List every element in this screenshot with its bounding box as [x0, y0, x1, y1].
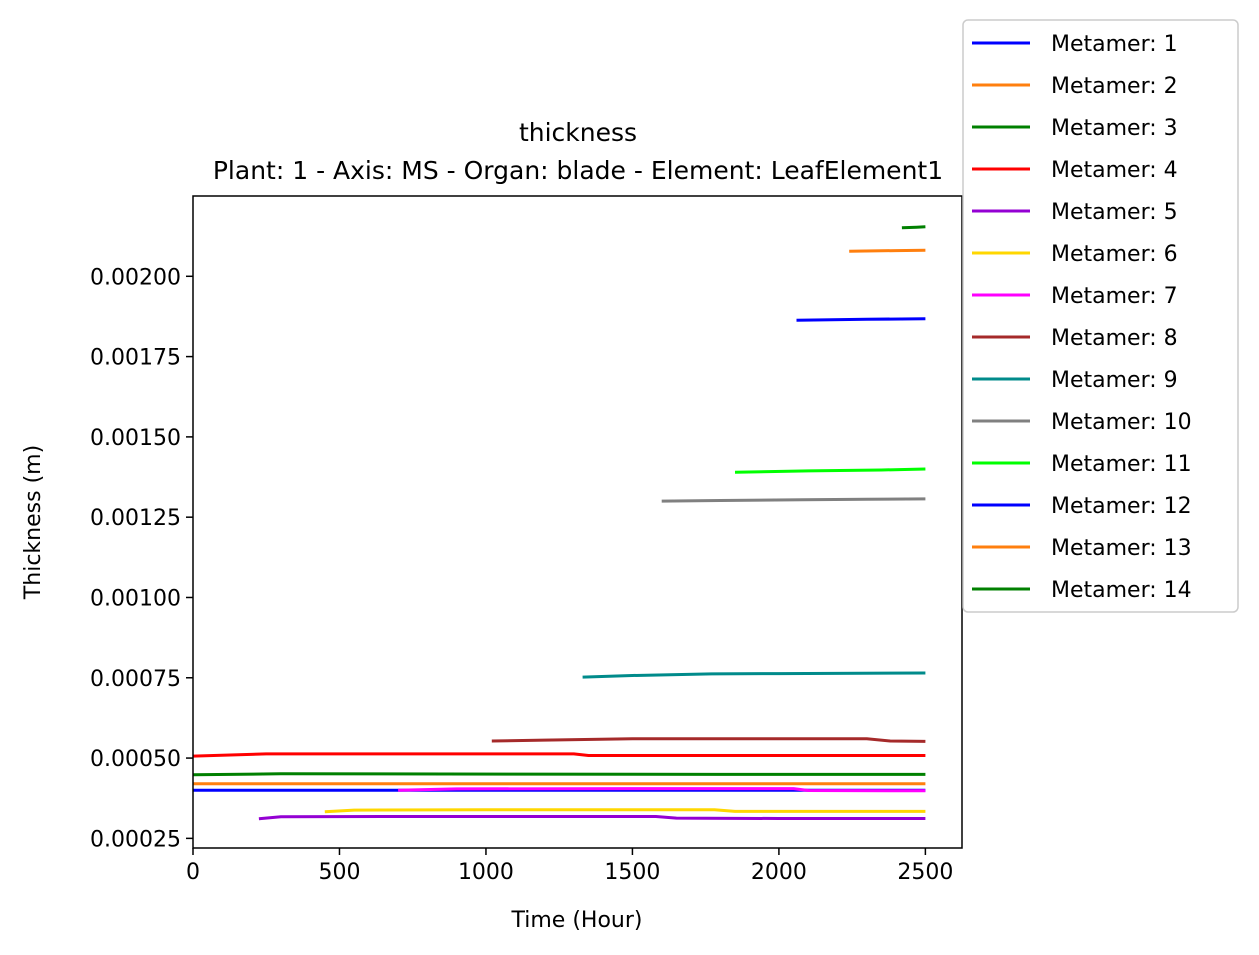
series-line-metamer-9 [582, 671, 926, 679]
series-line-metamer-5 [258, 815, 926, 821]
series-line-metamer-12 [796, 317, 926, 322]
y-tick-label: 0.00100 [90, 586, 181, 611]
legend-label: Metamer: 6 [1051, 242, 1178, 267]
y-tick-label: 0.00075 [90, 667, 181, 692]
series-line-metamer-8 [491, 737, 926, 743]
legend-label: Metamer: 7 [1051, 284, 1178, 309]
y-axis: 0.00025 0.00050 0.00075 0.00100 0.00125 0.001… [90, 265, 193, 852]
legend: Metamer: 1 Metamer: 2 Metamer: 3 Metamer: 4… [962, 19, 1239, 613]
y-axis-label: Thickness (m) [21, 445, 46, 600]
legend-items: Metamer: 1 Metamer: 2 Metamer: 3 Metamer: 4… [972, 32, 1192, 603]
legend-box [962, 19, 1239, 613]
legend-label: Metamer: 2 [1051, 74, 1178, 99]
chart-subtitle: Plant: 1 - Axis: MS - Organ: blade - Ele… [213, 156, 943, 185]
series-line-metamer-6 [324, 808, 926, 814]
series-line-metamer-3 [192, 772, 926, 777]
y-tick-label: 0.00200 [90, 265, 181, 290]
legend-label: Metamer: 3 [1051, 116, 1178, 141]
x-axis: 0 500 1000 1500 2000 2500 [186, 848, 953, 885]
legend-label: Metamer: 5 [1051, 200, 1178, 225]
x-tick-label: 0 [186, 860, 200, 885]
x-tick-label: 2500 [897, 860, 953, 885]
legend-label: Metamer: 9 [1051, 368, 1178, 393]
series-line-metamer-10 [661, 497, 926, 503]
plot-frame [192, 195, 963, 849]
y-tick-label: 0.00150 [90, 426, 181, 451]
chart-title: thickness [519, 118, 637, 147]
series-line-metamer-14 [901, 225, 926, 230]
legend-label: Metamer: 14 [1051, 578, 1192, 603]
y-tick-label: 0.00175 [90, 346, 181, 371]
legend-label: Metamer: 12 [1051, 494, 1192, 519]
x-tick-label: 1000 [458, 860, 514, 885]
y-tick-label: 0.00050 [90, 747, 181, 772]
series-line-metamer-7 [398, 787, 926, 793]
legend-label: Metamer: 1 [1051, 32, 1178, 57]
series-line-metamer-4 [192, 752, 926, 758]
series-line-metamer-13 [849, 248, 926, 253]
x-tick-label: 2000 [751, 860, 807, 885]
legend-label: Metamer: 10 [1051, 410, 1192, 435]
x-tick-label: 500 [318, 860, 360, 885]
series-line-metamer-11 [734, 467, 926, 474]
legend-label: Metamer: 11 [1051, 452, 1192, 477]
legend-label: Metamer: 4 [1051, 158, 1178, 183]
legend-label: Metamer: 8 [1051, 326, 1178, 351]
legend-label: Metamer: 13 [1051, 536, 1192, 561]
plot-series [192, 225, 926, 821]
y-tick-label: 0.00025 [90, 827, 181, 852]
x-tick-label: 1500 [604, 860, 660, 885]
y-tick-label: 0.00125 [90, 506, 181, 531]
x-axis-label: Time (Hour) [511, 908, 643, 933]
